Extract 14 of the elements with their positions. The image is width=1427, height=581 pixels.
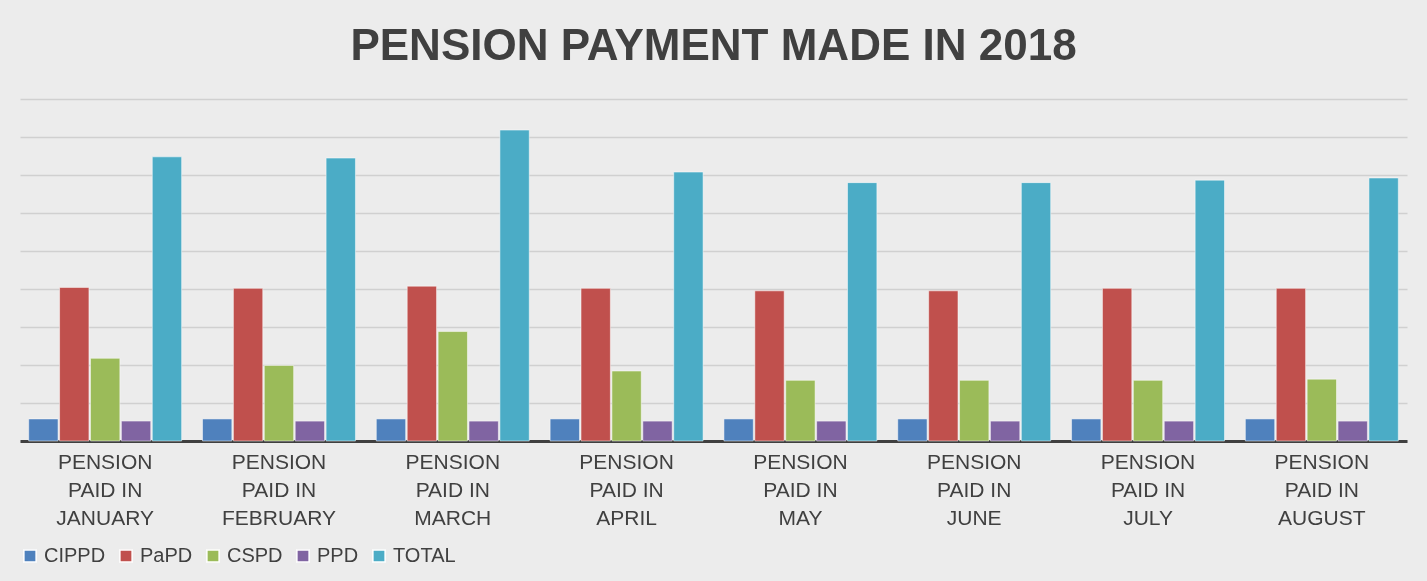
legend-label: CIPPD [44,544,106,566]
legend-label: PaPD [140,544,193,566]
x-tick-label: PENSION PAID IN AUGUST [1274,449,1370,529]
x-tick-label: PENSION PAID IN MAY [753,449,848,529]
x-tick-label: PENSION PAID IN MARCH [405,449,501,529]
x-tick-label: PENSION PAID IN JANUARY [56,449,154,529]
x-tick-label: PENSION PAID IN FEBRUARY [221,449,336,529]
legend-label: PPD [317,544,359,566]
legend-label: TOTAL [393,544,456,566]
x-tick-label: PENSION PAID IN JULY [1100,449,1196,529]
legend-label: CSPD [227,544,283,566]
chart-title: PENSION PAYMENT MADE IN 2018 [350,20,1077,69]
x-tick-label: PENSION PAID IN JUNE [926,449,1022,529]
x-tick-label: PENSION PAID IN APRIL [579,449,674,529]
